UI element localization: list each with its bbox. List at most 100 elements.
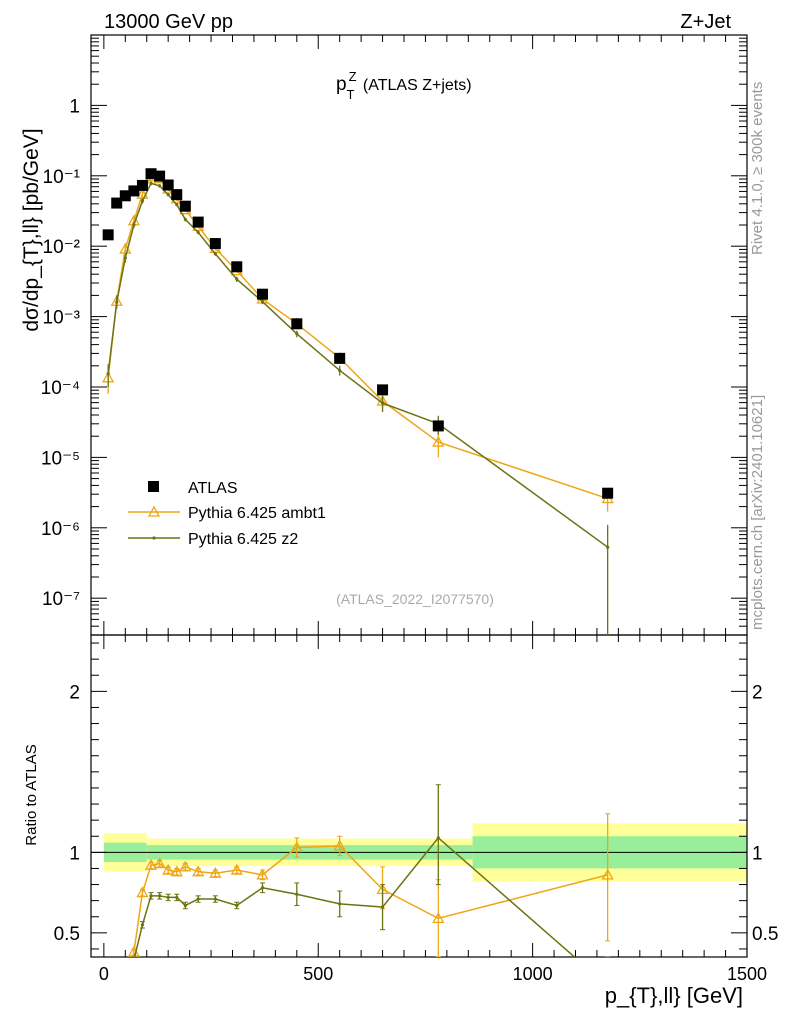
ratio-point-ambt1 <box>170 865 183 877</box>
y-tick-label: 10⁻¹ <box>43 167 81 188</box>
point-z2 <box>196 230 200 235</box>
ratio-point-z2 <box>196 897 200 901</box>
ratio-y-tick-label-left: 1 <box>69 843 80 864</box>
ratio-point-ambt1 <box>103 1007 113 1016</box>
ratio-point-z2 <box>235 903 239 908</box>
legend-atlas-label: ATLAS <box>188 480 238 497</box>
point-ambt1 <box>136 187 149 199</box>
energy-label: 13000 GeV pp <box>104 11 233 33</box>
ratio-point-ambt1 <box>192 865 205 877</box>
point-z2 <box>213 252 217 256</box>
point-atlas <box>602 487 614 499</box>
point-z2 <box>149 181 153 185</box>
ratio-point-ambt1 <box>601 868 614 880</box>
ratio-point-ambt1 <box>290 841 303 853</box>
ratio-point-ambt1 <box>230 863 243 875</box>
point-atlas <box>102 229 114 241</box>
point-z2 <box>115 300 119 304</box>
ratio-point-ambt1 <box>112 1002 122 1011</box>
point-z2 <box>235 277 239 281</box>
y-tick-label: 10⁻⁴ <box>41 378 80 399</box>
ratio-point-z2 <box>436 836 440 840</box>
main-series-group <box>102 168 614 635</box>
ratio-point-ambt1 <box>432 912 445 924</box>
ratio-point-z2 <box>213 897 217 901</box>
y-tick-label: 10⁻⁵ <box>41 448 80 469</box>
point-z2 <box>183 217 187 222</box>
ratio-point-z2 <box>115 1005 118 1008</box>
ratio-point-ambt1 <box>162 863 175 875</box>
ratio-point-z2 <box>140 923 145 927</box>
point-atlas <box>145 168 157 180</box>
point-z2 <box>260 300 265 304</box>
x-axis-label: p_{T},ll} [GeV] <box>605 983 743 1008</box>
point-atlas <box>128 185 140 197</box>
point-z2 <box>295 332 299 336</box>
ratio-point-z2 <box>149 894 153 898</box>
x-tick-label: 500 <box>303 964 333 984</box>
y-tick-label: 10⁻² <box>43 237 81 258</box>
ratio-point-z2 <box>175 895 179 900</box>
ratio-y-tick-label-left: 0.5 <box>54 924 80 945</box>
point-atlas <box>231 261 243 273</box>
ratio-point-z2 <box>295 892 299 896</box>
ratio-y-tick-label-right: 2 <box>752 682 763 703</box>
ratio-point-ambt1 <box>179 860 192 872</box>
ratio-point-z2 <box>380 905 385 909</box>
point-z2 <box>106 371 110 376</box>
legend: ATLAS Pythia 6.425 ambt1 Pythia 6.425 z2 <box>128 480 326 548</box>
y-tick-label: 10⁻⁶ <box>41 519 80 540</box>
point-atlas <box>209 238 221 250</box>
point-atlas <box>377 384 389 396</box>
point-atlas <box>257 288 269 300</box>
point-atlas <box>291 318 303 330</box>
y-tick-label: 10⁻⁷ <box>42 589 80 610</box>
y-axis-label: dσ/dp_{T},ll} [pb/GeV] <box>20 128 43 331</box>
point-atlas <box>179 200 191 212</box>
legend-z2-label: Pythia 6.425 z2 <box>188 531 298 548</box>
point-z2 <box>175 202 179 207</box>
point-atlas <box>192 216 204 228</box>
ratio-y-tick-label-right: 0.5 <box>752 924 778 945</box>
legend-atlas-marker <box>148 481 159 492</box>
point-z2 <box>132 223 136 227</box>
ratio-point-ambt1 <box>333 839 346 851</box>
series-line-z2 <box>107 182 609 548</box>
ratio-point-ambt1 <box>136 886 149 898</box>
ratio-point-z2 <box>124 991 127 994</box>
ratio-point-ambt1 <box>209 866 222 878</box>
ratio-point-ambt1 <box>144 858 158 870</box>
ratio-point-ambt1 <box>256 868 269 880</box>
ratio-series-group <box>103 784 614 1016</box>
point-ambt1 <box>432 435 445 447</box>
y-tick-label: 10⁻³ <box>43 308 81 329</box>
point-atlas <box>111 197 123 209</box>
point-atlas <box>334 352 346 364</box>
ratio-point-z2 <box>132 959 135 962</box>
point-z2 <box>338 368 342 373</box>
point-z2 <box>140 199 145 203</box>
point-atlas <box>432 420 444 432</box>
ratio-point-ambt1 <box>120 980 130 989</box>
point-z2 <box>158 184 162 188</box>
point-z2 <box>166 193 170 197</box>
mcplots-label: mcplots.cern.ch [arXiv:2401.10621] <box>749 395 766 630</box>
ratio-point-z2 <box>166 895 170 900</box>
ratio-point-z2 <box>158 894 162 898</box>
rivet-version-label: Rivet 4.1.0, ≥ 300k events <box>749 82 766 255</box>
plot-layer: 0 500 1000 1500 10⁻⁷ 10⁻⁶ 10⁻⁵ 10⁻⁴ 10⁻³ 10⁻² 10⁻¹… <box>41 34 778 1016</box>
ratio-point-z2 <box>338 902 342 906</box>
legend-ambt1-label: Pythia 6.425 ambt1 <box>188 505 326 522</box>
x-tick-label: 1500 <box>727 964 767 984</box>
point-atlas <box>119 190 131 202</box>
ratio-y-tick-label-right: 1 <box>752 843 763 864</box>
ratio-point-z2 <box>260 886 265 890</box>
series-line-ambt1 <box>107 175 608 500</box>
point-atlas <box>154 170 166 182</box>
point-z2 <box>606 545 610 549</box>
x-tick-label: 1000 <box>513 964 553 984</box>
ratio-point-z2 <box>183 903 187 908</box>
point-z2 <box>380 401 385 405</box>
point-atlas <box>171 189 183 201</box>
